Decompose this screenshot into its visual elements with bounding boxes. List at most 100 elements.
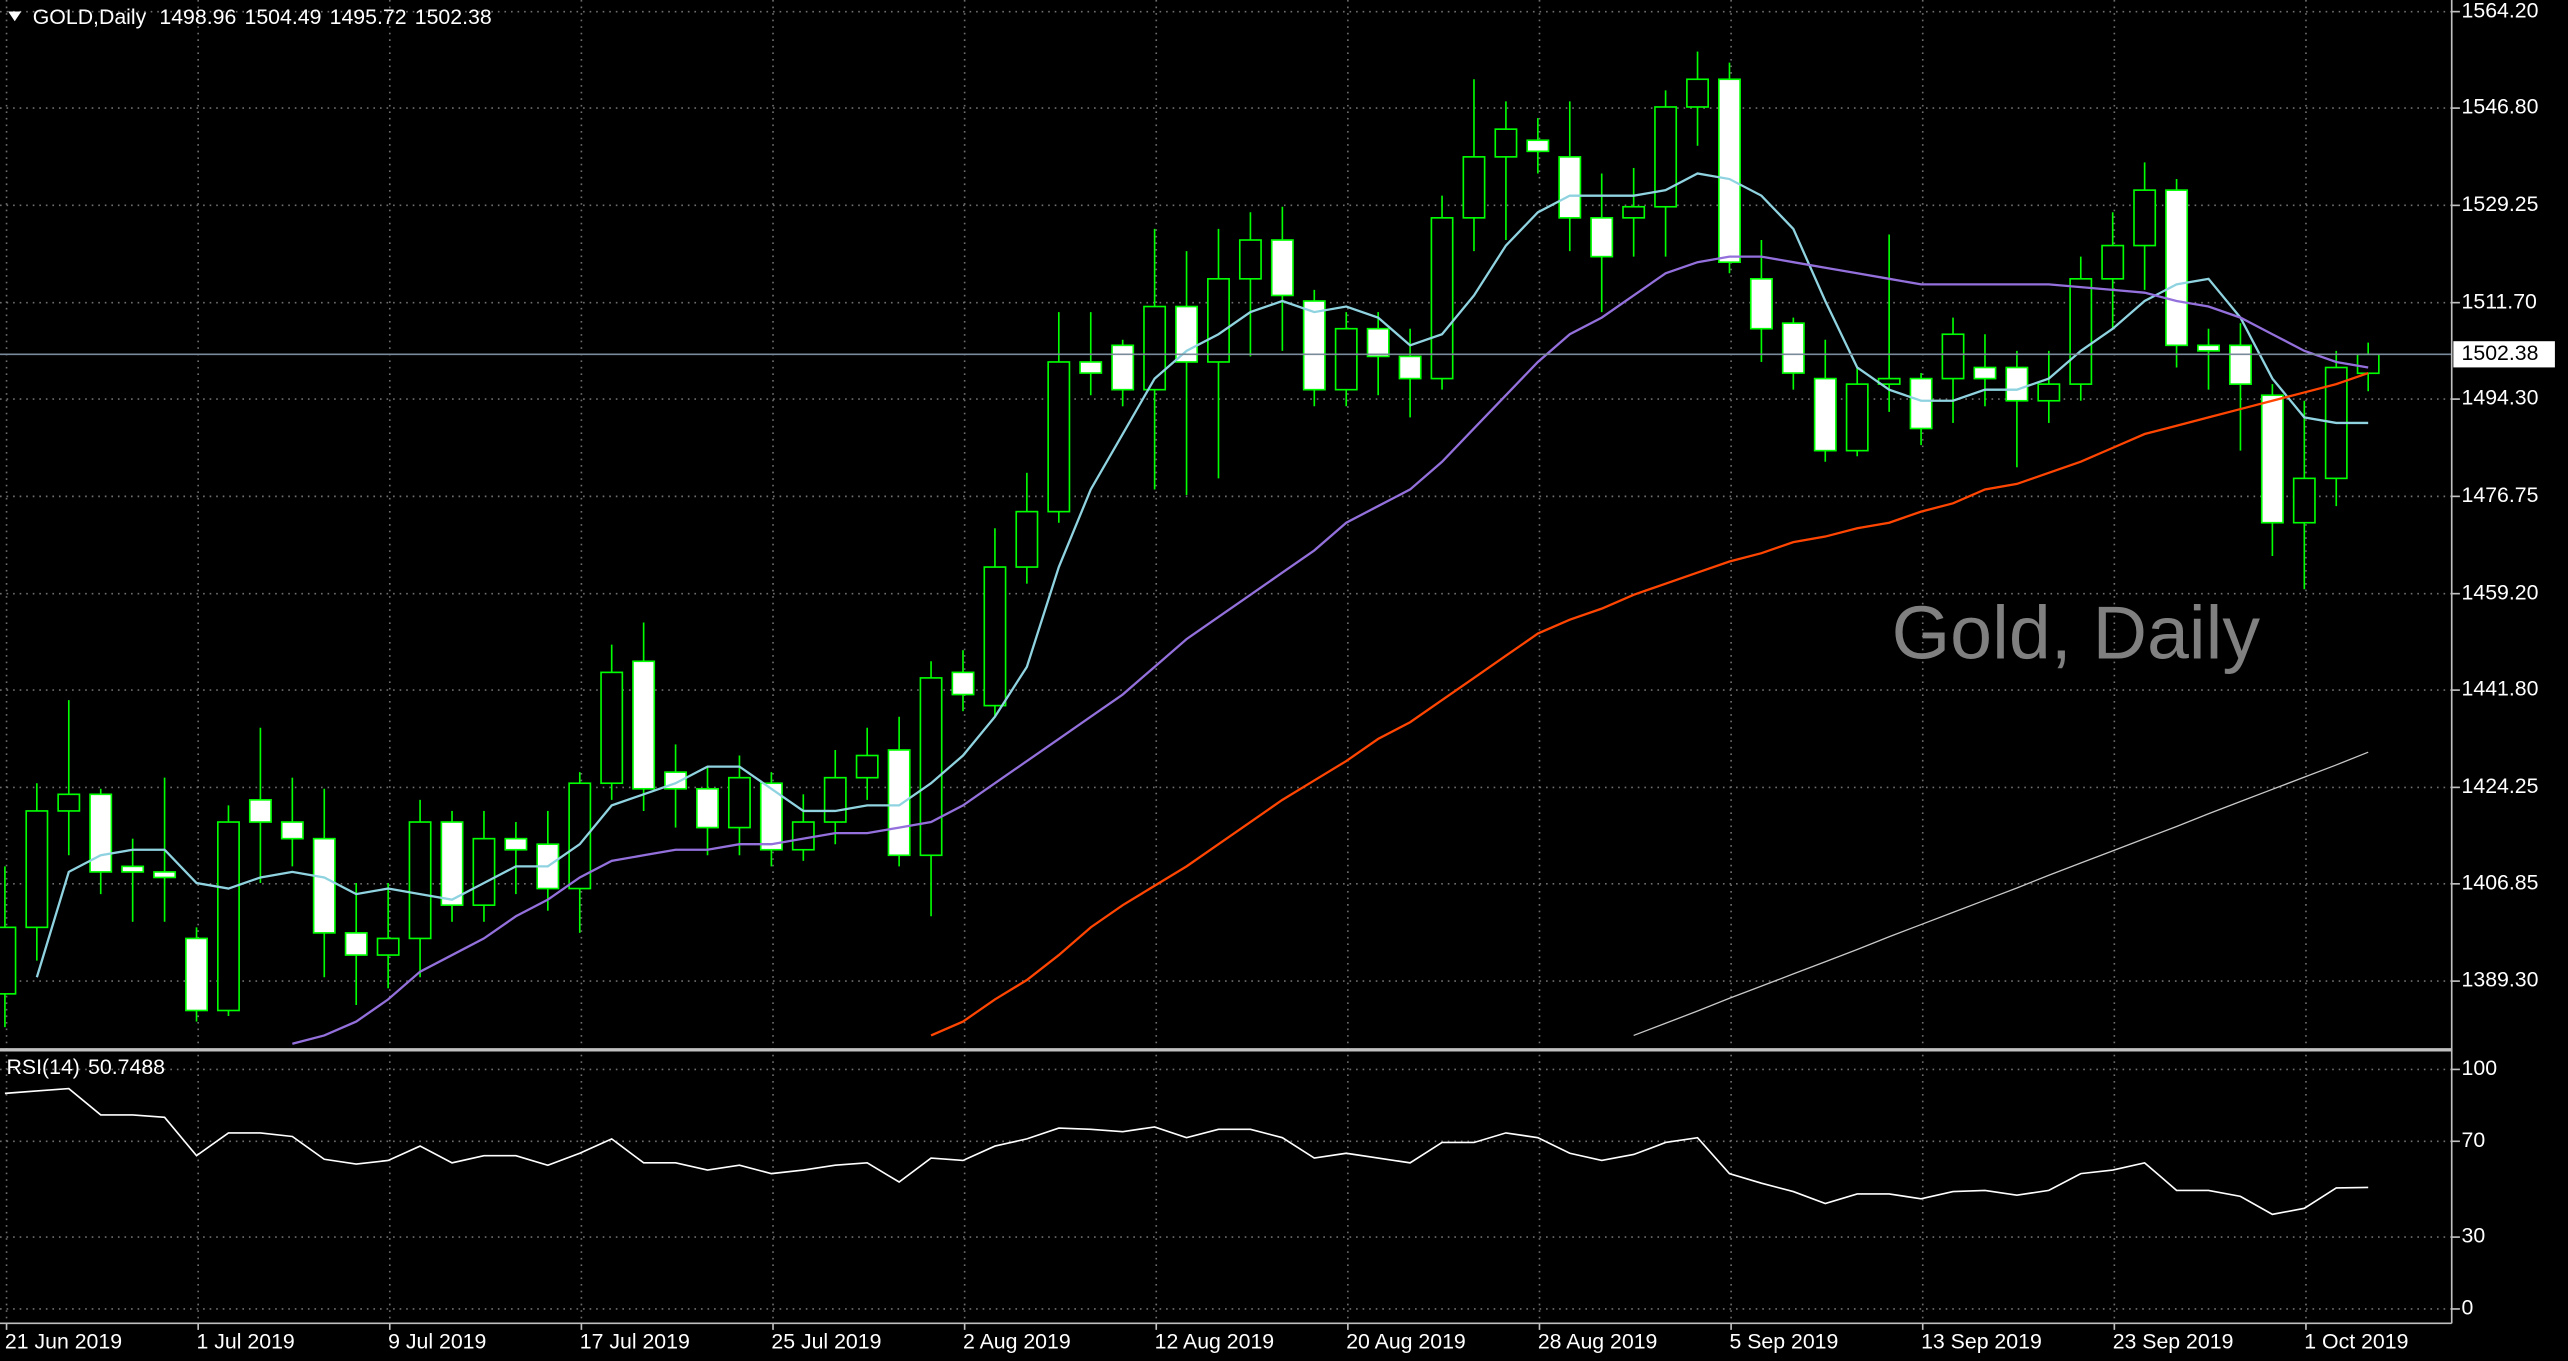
candle-body (1270, 239, 1294, 297)
y-tick-label: 1476.75 (2462, 483, 2539, 507)
candle-body (1909, 377, 1933, 430)
candle-body (1973, 366, 1997, 380)
candle-body (57, 793, 81, 812)
candle-body (600, 671, 624, 785)
y-tick-label: 1441.80 (2462, 677, 2539, 701)
y-tick-label: 1564.20 (2462, 0, 2539, 22)
x-tick-label: 9 Jul 2019 (388, 1330, 486, 1354)
candle-body (1590, 217, 1614, 258)
indicator-value: 50.7488 (88, 1054, 165, 1078)
candle-body (280, 821, 304, 840)
indicator-header: RSI(14) 50.7488 (7, 1054, 165, 1078)
candle-body (504, 837, 528, 851)
candle-body (1526, 139, 1550, 153)
candle-body (1430, 217, 1454, 380)
candle-body (1718, 78, 1741, 264)
candle-body (1654, 106, 1678, 208)
candle-body (89, 793, 113, 873)
candle-body (1079, 361, 1103, 374)
x-tick-label: 21 Jun 2019 (5, 1330, 122, 1354)
candle-body (2005, 366, 2029, 402)
candle-body (2292, 477, 2316, 524)
candle-body (1781, 322, 1805, 374)
candle-body (2133, 189, 2157, 247)
candle-body (1845, 383, 1869, 452)
candle-body (887, 749, 911, 857)
candle-body (25, 810, 49, 929)
x-tick-label: 1 Jul 2019 (197, 1330, 295, 1354)
low-value: 1495.72 (330, 5, 407, 29)
rsi-line (4, 1087, 2369, 1216)
x-tick-label: 25 Jul 2019 (771, 1330, 881, 1354)
candle-body (1207, 277, 1230, 363)
candle-body (0, 926, 17, 995)
candle-body (983, 566, 1007, 707)
candle-body (440, 821, 464, 906)
candle-body (1941, 333, 1965, 380)
y-tick-label: 1406.85 (2462, 870, 2539, 894)
candle-body (344, 932, 368, 956)
x-tick-label: 28 Aug 2019 (1538, 1330, 1658, 1354)
candle-body (1302, 300, 1326, 391)
candle-body (1111, 344, 1135, 391)
x-tick-label: 1 Oct 2019 (2304, 1330, 2408, 1354)
marks (0, 51, 2452, 1216)
candle-body (1813, 377, 1837, 452)
y-tick-label: 1529.25 (2462, 192, 2539, 216)
moving-average (35, 172, 2369, 978)
x-tick-label: 20 Aug 2019 (1346, 1330, 1466, 1354)
candle-body (759, 782, 783, 851)
candle-body (217, 821, 240, 1012)
candle-body (185, 937, 208, 1012)
indicator-name: RSI(14) (7, 1054, 80, 1078)
candle-body (696, 787, 719, 829)
y-tick-label: 1546.80 (2462, 95, 2539, 119)
x-tick-label: 17 Jul 2019 (580, 1330, 690, 1354)
candle-body (1494, 128, 1518, 158)
close-value: 1502.38 (415, 5, 492, 29)
x-tick-label: 5 Sep 2019 (1729, 1330, 1838, 1354)
candle-body (1398, 355, 1422, 380)
candle-body (312, 837, 336, 934)
watermark: Gold, Daily (1892, 591, 2261, 675)
y-tick-label: 1424.25 (2462, 774, 2539, 798)
y-tick-label: 1494.30 (2462, 386, 2539, 410)
candle-body (1558, 156, 1582, 219)
x-tick-label: 23 Sep 2019 (2113, 1330, 2234, 1354)
y-tick-label: 0 (2462, 1296, 2474, 1320)
candle-body (376, 937, 400, 956)
candle-body (121, 865, 145, 873)
open-value: 1498.96 (159, 5, 236, 29)
candle-body (568, 782, 592, 890)
last-price-label: 1502.38 (2462, 341, 2539, 365)
candle-body (1749, 277, 1773, 330)
y-tick-label: 1389.30 (2462, 968, 2539, 992)
moving-average (1633, 751, 2369, 1037)
chart-header: GOLD,Daily 1498.96 1504.49 1495.72 1502.38 (33, 5, 492, 29)
y-tick-label: 70 (2462, 1128, 2486, 1152)
candle-body (2356, 353, 2380, 375)
candle-body (1047, 361, 1071, 513)
axes: 1564.20 1546.80 1529.25 1511.70 1494.30 1476.… (5, 0, 2555, 1354)
candle-body (2037, 383, 2061, 402)
candle-body (1334, 327, 1358, 391)
candle-body (2197, 344, 2220, 352)
symbol: GOLD,Daily (33, 5, 147, 29)
candle-body (855, 754, 879, 779)
candle-body (408, 821, 432, 940)
x-tick-label: 2 Aug 2019 (963, 1330, 1071, 1354)
candle-body (1366, 327, 1390, 358)
high-value: 1504.49 (245, 5, 322, 29)
candle-body (951, 671, 975, 696)
x-tick-label: 13 Sep 2019 (1921, 1330, 2042, 1354)
candle-body (1238, 239, 1262, 280)
candle-body (727, 776, 751, 829)
candle-body (248, 799, 272, 823)
candle-body (823, 776, 847, 823)
candle-body (791, 821, 815, 851)
y-tick-label: 100 (2462, 1056, 2498, 1080)
candle-body (1015, 510, 1039, 568)
menu-triangle[interactable] (8, 11, 22, 22)
candle-body (472, 837, 496, 906)
